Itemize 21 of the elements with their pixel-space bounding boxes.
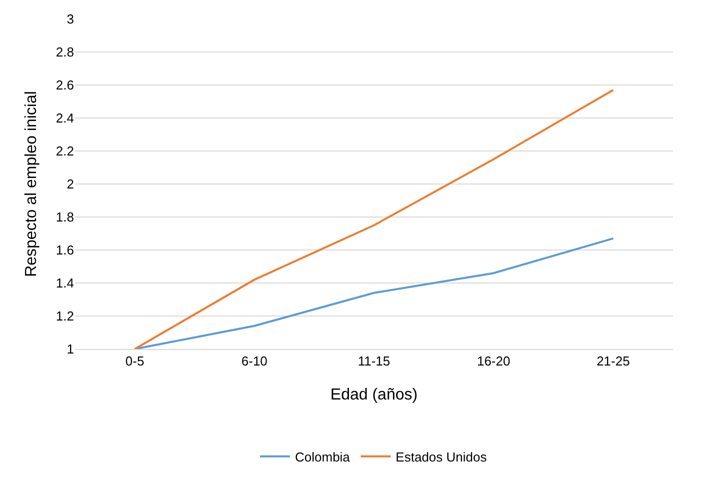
x-tick-label: 16-20 (476, 354, 510, 369)
line-series (134, 88, 614, 349)
y-tick-label: 1.4 (56, 276, 74, 291)
x-axis-title: Edad (años) (330, 386, 418, 404)
legend-label: Estados Unidos (396, 449, 488, 464)
y-tick-label: 1.2 (56, 308, 74, 324)
y-tick-label: 1 (66, 342, 74, 357)
y-tick-label: 2.6 (56, 78, 74, 93)
y-tick-label: 2.8 (56, 44, 74, 60)
y-tick-label: 2.2 (56, 144, 74, 159)
y-tick-label: 3 (66, 12, 74, 27)
y-tick-label: 2 (66, 176, 74, 192)
y-tick-label: 1.6 (56, 242, 74, 258)
legend-label: Colombia (295, 449, 351, 464)
y-tick-label: 1.8 (56, 210, 74, 225)
y-axis-title: Respecto al empleo inicial (22, 91, 40, 277)
x-tick-label: 0-5 (125, 354, 144, 369)
y-tick-label: 2.4 (56, 110, 74, 126)
x-tick-label: 11-15 (358, 354, 390, 369)
x-tick-label: 6-10 (241, 354, 268, 369)
x-tick-label: 21-25 (596, 354, 630, 369)
